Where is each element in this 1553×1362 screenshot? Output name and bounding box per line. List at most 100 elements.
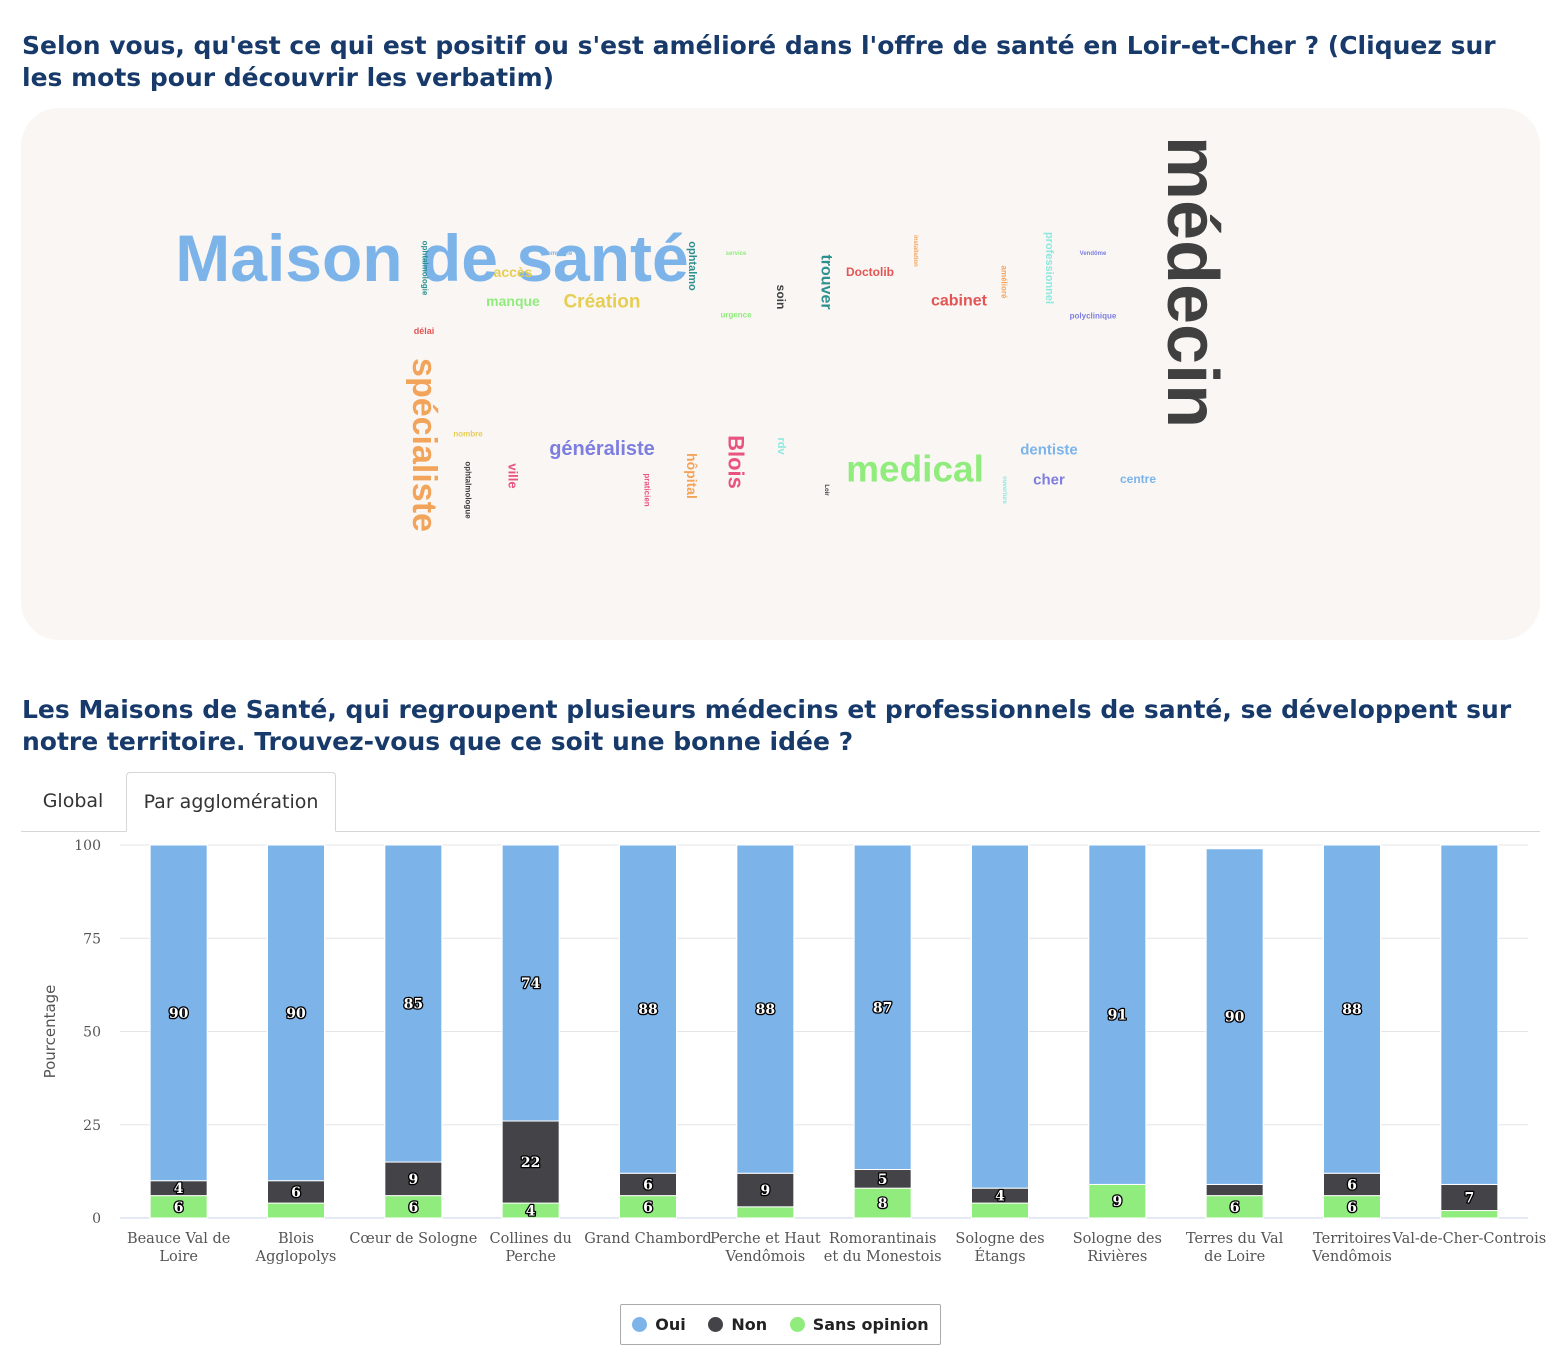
word-trouver[interactable]: trouver [818, 254, 835, 309]
word-ophtalmo[interactable]: ophtalmo [686, 241, 698, 291]
word-rdv[interactable]: rdv [775, 437, 787, 455]
bar-oui-grand-chambord[interactable] [619, 844, 677, 1174]
data-label-non: 9 [760, 1183, 770, 1199]
bar-oui-terres-du-val-de-loire[interactable] [1205, 848, 1264, 1185]
data-label-non: 7 [1464, 1190, 1474, 1206]
data-label-oui: 88 [756, 1002, 775, 1018]
x-category-label: Val-de-Cher-Controis [1391, 1231, 1546, 1247]
legend-item-non[interactable]: Non [708, 1315, 767, 1334]
word-ophtalmologie[interactable]: ophtalmologie [421, 241, 430, 296]
data-label-oui: 88 [1342, 1002, 1361, 1018]
word-ophtalmologue[interactable]: ophtalmologue [464, 461, 473, 519]
word-dentiste[interactable]: dentiste [1020, 442, 1078, 459]
data-label-non: 22 [521, 1155, 540, 1171]
word-generaliste[interactable]: généraliste [549, 438, 655, 460]
bar-sans-opinion-val-de-cher-controis[interactable] [1440, 1210, 1499, 1219]
bar-oui-coeur-de-sologne[interactable] [384, 844, 443, 1163]
bar-oui-beauce-val-de-loire[interactable] [149, 844, 208, 1182]
data-label-oui: 90 [1225, 1010, 1245, 1026]
bar-oui-val-de-cher-controis[interactable] [1440, 844, 1499, 1185]
word-polyclinique[interactable]: polyclinique [1070, 312, 1117, 321]
data-label-non: 4 [995, 1189, 1005, 1205]
legend-marker-sans-opinion [789, 1317, 805, 1332]
word-soin[interactable]: soin [774, 285, 788, 310]
word-delai[interactable]: délai [414, 326, 435, 336]
word-vendome[interactable]: Vendôme [1080, 251, 1107, 257]
data-label-non: 4 [174, 1181, 184, 1197]
data-label-oui: 85 [404, 997, 423, 1013]
word-cabinet[interactable]: cabinet [931, 293, 988, 310]
word-cloud-panel: Maison de santé médecin spécialiste medical… [21, 108, 1540, 640]
bar-non-val-de-cher-controis[interactable] [1440, 1183, 1499, 1212]
data-label-oui: 74 [521, 976, 541, 992]
tab-global[interactable]: Global [42, 790, 104, 812]
bar-non-coeur-de-sologne[interactable] [384, 1161, 443, 1197]
word-urgence[interactable]: urgence [720, 311, 752, 320]
legend-marker-non [708, 1317, 724, 1332]
data-label-sans-opinion: 6 [1347, 1200, 1357, 1216]
bar-oui-collines-du-perche[interactable] [501, 844, 560, 1122]
bar-oui-perche-et-haut-vendomois[interactable] [736, 844, 795, 1174]
bar-sans-opinion-perche-et-haut-vendomois[interactable] [736, 1206, 795, 1219]
x-category-label: Territoires Vendômois [1311, 1231, 1392, 1265]
word-commune[interactable]: commune [544, 251, 573, 257]
bar-sans-opinion-blois-agglopolys[interactable] [267, 1202, 325, 1219]
x-category-label: Collines du Perche [490, 1231, 572, 1265]
tab-par-agglomeration[interactable]: Par agglomération [126, 772, 336, 832]
word-ameliore[interactable]: amélioré [1000, 266, 1009, 299]
word-blois[interactable]: Blois [724, 435, 749, 489]
word-hopital[interactable]: hôpital [684, 453, 700, 499]
y-tick-label: 25 [83, 1118, 101, 1134]
x-category-label: Sologne des Étangs [955, 1231, 1044, 1265]
bar-sans-opinion-sologne-des-etangs[interactable] [971, 1202, 1029, 1219]
y-tick-label: 0 [92, 1211, 101, 1227]
word-creation[interactable]: Création [563, 292, 640, 313]
data-label-non: 6 [291, 1185, 301, 1201]
word-maison-de-sante[interactable]: Maison de santé [175, 221, 688, 295]
x-category-label: Grand Chambord [584, 1231, 711, 1247]
data-label-oui: 88 [638, 1002, 657, 1018]
legend-item-oui[interactable]: Oui [632, 1315, 686, 1334]
word-installation[interactable]: installation [912, 235, 918, 267]
word-medecin[interactable]: médecin [1152, 136, 1232, 428]
y-tick-label: 75 [83, 931, 101, 947]
bar-non-terres-du-val-de-loire[interactable] [1205, 1183, 1264, 1197]
word-acces[interactable]: accès [494, 264, 533, 280]
bar-non-collines-du-perche[interactable] [501, 1120, 560, 1204]
word-praticien[interactable]: praticien [643, 473, 652, 506]
word-ouverture[interactable]: ouverture [1001, 476, 1007, 504]
bar-oui-romorantinais-et-du-monestois[interactable] [853, 844, 912, 1171]
word-cloud-question-title: Selon vous, qu'est ce qui est positif ou… [22, 31, 1496, 92]
word-centre[interactable]: centre [1120, 472, 1156, 486]
bar-oui-territoires-vendomois[interactable] [1323, 844, 1381, 1174]
chart-tabs: Global Par agglomération [21, 772, 1540, 832]
word-nombre[interactable]: nombre [453, 430, 483, 439]
word-professionnel[interactable]: professionnel [1043, 232, 1055, 304]
word-doctolib[interactable]: Doctolib [846, 265, 894, 279]
legend-item-sans-opinion[interactable]: Sans opinion [789, 1315, 929, 1334]
y-axis-title: Pourcentage [41, 985, 59, 1079]
x-category-label: Perche et Haut Vendômois [710, 1231, 821, 1265]
word-specialiste[interactable]: spécialiste [405, 358, 443, 532]
word-loir[interactable]: Loir [823, 484, 829, 496]
data-label-sans-opinion: 6 [174, 1200, 184, 1216]
bar-oui-sologne-des-etangs[interactable] [971, 844, 1029, 1189]
legend-label-oui: Oui [655, 1315, 686, 1334]
x-category-label: Terres du Val de Loire [1186, 1231, 1284, 1265]
data-label-sans-opinion: 6 [408, 1200, 418, 1216]
bar-sans-opinion-romorantinais-et-du-monestois[interactable] [853, 1187, 912, 1219]
word-medical[interactable]: medical [846, 449, 984, 490]
x-category-label: Cœur de Sologne [349, 1231, 477, 1247]
word-cher[interactable]: cher [1033, 472, 1065, 489]
word-ville[interactable]: ville [506, 463, 521, 488]
data-label-non: 5 [878, 1172, 888, 1188]
word-manque[interactable]: manque [486, 293, 540, 309]
bar-oui-sologne-des-rivieres[interactable] [1088, 844, 1147, 1185]
data-label-sans-opinion: 6 [1230, 1200, 1240, 1216]
legend-label-non: Non [731, 1315, 768, 1334]
legend-label-sans-opinion: Sans opinion [812, 1315, 929, 1334]
word-service[interactable]: service [726, 251, 747, 257]
data-label-non: 9 [408, 1172, 418, 1188]
data-label-oui: 87 [873, 1000, 892, 1016]
bar-oui-blois-agglopolys[interactable] [267, 844, 325, 1182]
